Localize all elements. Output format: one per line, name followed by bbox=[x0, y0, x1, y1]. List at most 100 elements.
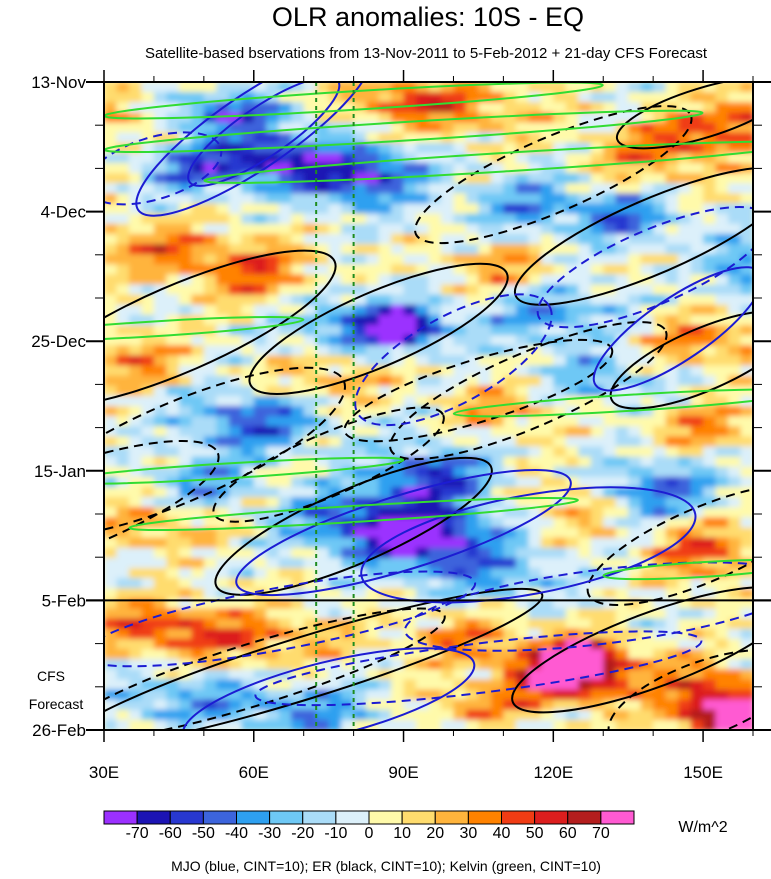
anomaly-cell bbox=[378, 284, 392, 296]
anomaly-cell bbox=[640, 497, 654, 509]
anomaly-cell bbox=[141, 223, 155, 235]
anomaly-cell bbox=[378, 476, 392, 488]
anomaly-cell bbox=[653, 679, 667, 691]
anomaly-cell bbox=[703, 618, 717, 630]
anomaly-cell bbox=[715, 507, 729, 519]
anomaly-cell bbox=[465, 608, 480, 620]
anomaly-cell bbox=[104, 608, 118, 620]
anomaly-cell bbox=[578, 264, 592, 276]
anomaly-cell bbox=[403, 304, 417, 316]
anomaly-cell bbox=[553, 689, 567, 701]
anomaly-cell bbox=[316, 294, 330, 306]
anomaly-cell bbox=[316, 608, 330, 620]
anomaly-cell bbox=[266, 628, 280, 640]
anomaly-cell bbox=[528, 274, 542, 286]
anomaly-cell bbox=[490, 223, 505, 235]
anomaly-cell bbox=[278, 345, 293, 357]
anomaly-cell bbox=[565, 466, 580, 478]
anomaly-cell bbox=[391, 608, 405, 620]
anomaly-cell bbox=[316, 628, 330, 640]
anomaly-cell bbox=[203, 628, 218, 640]
anomaly-cell bbox=[241, 395, 255, 407]
anomaly-cell bbox=[653, 82, 667, 93]
anomaly-cell bbox=[703, 537, 717, 549]
anomaly-cell bbox=[153, 568, 168, 579]
anomaly-cell bbox=[653, 132, 667, 144]
anomaly-cell bbox=[465, 618, 480, 630]
anomaly-cell bbox=[628, 345, 642, 357]
anomaly-cell bbox=[278, 233, 293, 245]
anomaly-cell bbox=[153, 163, 168, 174]
anomaly-cell bbox=[490, 618, 505, 630]
anomaly-cell bbox=[116, 223, 130, 235]
anomaly-cell bbox=[153, 719, 168, 730]
anomaly-cell bbox=[104, 638, 118, 650]
anomaly-cell bbox=[316, 406, 330, 417]
anomaly-cell bbox=[228, 173, 243, 185]
anomaly-cell bbox=[678, 547, 692, 559]
anomaly-cell bbox=[440, 638, 455, 650]
anomaly-cell bbox=[116, 537, 130, 549]
anomaly-cell bbox=[665, 497, 679, 509]
anomaly-cell bbox=[266, 649, 280, 660]
anomaly-cell bbox=[366, 92, 380, 104]
anomaly-cell bbox=[640, 274, 654, 286]
anomaly-cell bbox=[153, 618, 168, 630]
anomaly-cell bbox=[353, 466, 367, 478]
anomaly-cell bbox=[391, 112, 405, 124]
anomaly-cell bbox=[565, 233, 580, 245]
anomaly-cell bbox=[515, 537, 530, 549]
anomaly-cell bbox=[191, 608, 205, 620]
anomaly-cell bbox=[528, 547, 542, 559]
anomaly-cell bbox=[615, 244, 629, 255]
anomaly-cell bbox=[391, 598, 405, 610]
anomaly-cell bbox=[378, 588, 392, 600]
anomaly-cell bbox=[540, 355, 555, 367]
anomaly-cell bbox=[416, 142, 430, 154]
anomaly-cell bbox=[216, 122, 230, 134]
anomaly-cell bbox=[328, 203, 342, 215]
anomaly-cell bbox=[141, 203, 155, 215]
anomaly-cell bbox=[391, 385, 405, 397]
anomaly-cell bbox=[578, 183, 592, 195]
anomaly-cell bbox=[391, 264, 405, 276]
anomaly-cell bbox=[353, 163, 367, 174]
anomaly-cell bbox=[690, 284, 704, 296]
colorbar: -70 -60 -50 -40 -30 -20 -10 0 10 20 30 40 50 60 70 bbox=[103, 810, 635, 842]
anomaly-cell bbox=[490, 719, 505, 730]
y-tick-label: 15-Jan bbox=[34, 462, 86, 481]
anomaly-cell bbox=[578, 395, 592, 407]
anomaly-cell bbox=[553, 294, 567, 306]
anomaly-cell bbox=[540, 173, 555, 185]
anomaly-cell bbox=[703, 547, 717, 559]
anomaly-cell bbox=[141, 487, 155, 498]
anomaly-cell bbox=[715, 274, 729, 286]
anomaly-cell bbox=[116, 122, 130, 134]
anomaly-cell bbox=[403, 375, 417, 387]
anomaly-cell bbox=[678, 274, 692, 286]
anomaly-cell bbox=[665, 568, 679, 579]
anomaly-cell bbox=[341, 203, 355, 215]
anomaly-cell bbox=[528, 284, 542, 296]
anomaly-cell bbox=[528, 233, 542, 245]
y-tick-label: 5-Feb bbox=[42, 591, 86, 610]
anomaly-cell bbox=[128, 608, 143, 620]
anomaly-cell bbox=[740, 233, 753, 245]
anomaly-cell bbox=[316, 142, 330, 154]
anomaly-cell bbox=[428, 466, 442, 478]
anomaly-cell bbox=[590, 719, 605, 730]
anomaly-cell bbox=[366, 669, 380, 681]
anomaly-cell bbox=[528, 142, 542, 154]
anomaly-cell bbox=[116, 436, 130, 448]
anomaly-cell bbox=[528, 476, 542, 488]
anomaly-cell bbox=[353, 244, 367, 255]
anomaly-cell bbox=[503, 406, 517, 417]
anomaly-cell bbox=[216, 173, 230, 185]
anomaly-cell bbox=[553, 122, 567, 134]
anomaly-cell bbox=[703, 284, 717, 296]
anomaly-cell bbox=[403, 203, 417, 215]
anomaly-cell bbox=[328, 193, 342, 205]
anomaly-cell bbox=[653, 335, 667, 347]
anomaly-cell bbox=[303, 325, 317, 336]
anomaly-cell bbox=[128, 325, 143, 336]
